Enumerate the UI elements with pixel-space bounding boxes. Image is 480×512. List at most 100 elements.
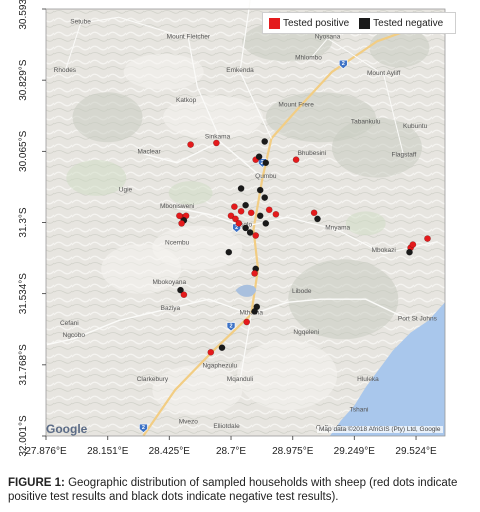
x-tick-label: 28.151°E [87,446,129,457]
legend-swatch-negative [359,17,371,29]
household-point-negative [218,344,226,352]
legend-item-negative: Tested negative [359,17,444,29]
household-point-negative [256,186,264,194]
road-network [46,0,445,437]
household-point-negative [406,248,413,256]
household-point-positive [247,209,255,217]
household-point-positive [227,212,235,220]
household-point-positive [180,291,188,299]
terrain-patch [345,211,386,236]
y-tick-label: 32.001°S [18,415,29,457]
x-tick-label: 27.876°E [25,446,67,457]
legend-label-negative: Tested negative [373,17,444,29]
place-label: Katkop [176,97,197,104]
place-label: Hluleka [357,376,379,383]
route-shield-icon [338,59,348,70]
place-label: Qumbu [255,173,277,180]
place-label: Ncembu [165,240,190,247]
road [309,37,405,157]
household-point-negative [262,220,270,227]
place-label: Maclear [137,149,161,156]
y-tick-label: 30.829°S [18,59,29,101]
place-label: Emkenda [226,67,254,74]
road [244,216,438,255]
x-tick-label: 28.7°E [216,446,246,457]
figure-caption: FIGURE 1: Geographic distribution of sam… [8,476,474,504]
route-shield-label: 2 [142,425,145,431]
route-shield-icon [226,322,236,332]
household-point-positive [265,206,273,214]
household-point-positive [251,270,258,277]
y-tick-label: 31.534°S [18,273,29,315]
household-point-positive [232,215,239,223]
caption-label: FIGURE 1: [8,477,65,489]
place-label: Bhubesini [298,150,327,157]
data-points [176,138,431,356]
household-point-negative [225,248,233,256]
place-label: Mount Ayliff [367,70,401,77]
terrain-patch [237,340,338,411]
household-point-negative [177,286,184,294]
legend: Tested positive Tested negative [262,12,457,34]
place-label: Mbonisweni [160,203,194,210]
road [239,0,272,139]
place-label: Nyosana [315,33,341,40]
place-label: Tsolo [237,221,253,228]
household-point-negative [261,138,269,145]
household-point-positive [213,139,220,147]
terrain-patch [331,117,422,178]
household-point-positive [207,348,215,356]
place-label: Setube [70,18,91,25]
x-tick-label: 28.425°E [149,446,191,457]
household-point-positive [292,156,300,164]
household-point-positive [178,220,185,227]
household-point-positive [231,203,238,211]
place-label: Mvezo [179,419,199,426]
route-shield-icon [139,423,148,434]
place-label: Mnyama [325,224,350,231]
household-point-negative [237,185,245,192]
y-tick-label: 31.3°S [18,207,29,237]
road [64,16,189,72]
household-point-positive [409,241,417,248]
route-shield-label: 2 [235,225,238,231]
route-shield-label: 2 [229,324,232,330]
road [143,140,263,179]
terrain-patch [123,53,204,90]
terrain-patch [163,95,264,140]
place-label: Tabankulu [351,118,381,125]
household-point-positive [237,207,245,215]
place-label: Ugie [119,187,133,194]
terrain-patch [72,92,143,143]
household-point-negative [246,229,254,236]
y-tick-label: 31.768°S [18,344,29,386]
household-point-positive [176,212,183,220]
road [239,314,252,382]
road [187,38,221,139]
place-label: Ngcobo [63,332,86,339]
place-label: Ngqeleni [293,329,319,336]
place-label: Ngaphezulu [202,362,237,369]
place-label: Mhlombo [295,55,322,62]
place-label: Flagstaff [392,152,417,159]
household-point-negative [262,159,270,167]
household-point-positive [235,220,243,227]
place-label: Port St Johns [398,315,438,322]
terrain-patch [152,365,243,416]
place-label: Kubuntu [403,123,428,130]
google-logo: Google [46,422,88,436]
household-point-positive [424,235,431,242]
x-tick-label: 29.524°E [395,446,437,457]
dam-water [235,284,257,297]
legend-item-positive: Tested positive [269,17,349,29]
x-tick-label: 28.975°E [272,446,314,457]
place-label: Sinkama [205,133,231,140]
terrain-patch [66,159,127,196]
map-panel: NyanisoSetubeMount FletcherNyosanaRhodes… [18,0,446,457]
ocean-layer [329,302,445,436]
place-label: Cefani [60,320,79,327]
x-axis: 27.876°E 28.151°E 28.425°E 28.7°E 28.975°E 29… [25,446,437,457]
terrain-patch [101,243,182,294]
place-label: Libode [292,288,312,295]
